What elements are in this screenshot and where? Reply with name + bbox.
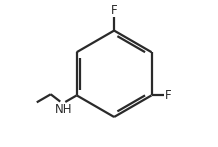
Text: NH: NH <box>55 103 73 116</box>
Text: F: F <box>165 89 171 102</box>
Text: F: F <box>111 4 118 17</box>
